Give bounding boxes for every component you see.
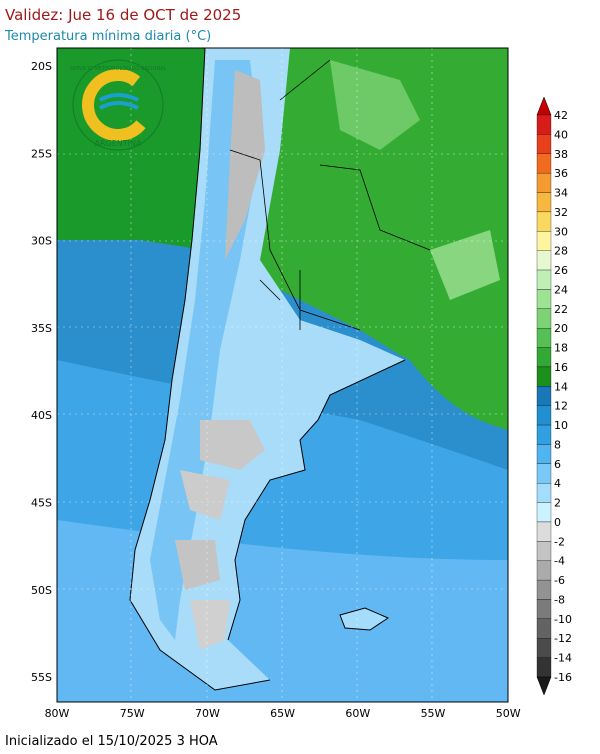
colorbar-swatch (536, 521, 552, 542)
colorbar-label: 10 (554, 419, 568, 432)
colorbar-swatch (536, 172, 552, 193)
colorbar: 424038363432302826242220181614121086420-… (536, 96, 572, 696)
colorbar-arrow (536, 676, 552, 696)
colorbar-label: -8 (554, 593, 565, 606)
logo-bottom-text: ARGENTINA (95, 139, 143, 148)
lon-label: 60W (345, 707, 370, 720)
lat-label: 20S (31, 60, 52, 73)
lat-label: 35S (31, 322, 52, 335)
logo: SERVICIO METEOROLÓGICO NACIONAL ARGENTIN… (70, 59, 167, 151)
subtitle: Temperatura mínima diaria (°C) (4, 29, 211, 44)
colorbar-swatch (536, 444, 552, 464)
colorbar-label: 8 (554, 438, 561, 451)
colorbar-swatch (536, 579, 552, 600)
colorbar-swatch (536, 638, 552, 658)
colorbar-label: -10 (554, 613, 572, 626)
colorbar-swatch (536, 153, 552, 174)
colorbar-swatch (536, 657, 552, 678)
colorbar-swatch (536, 289, 552, 309)
colorbar-swatch (536, 250, 552, 271)
lat-label: 50S (31, 584, 52, 597)
colorbar-swatch (536, 211, 552, 232)
colorbar-label: 20 (554, 322, 568, 335)
map-frame (56, 47, 509, 703)
colorbar-label: 4 (554, 477, 561, 490)
lon-label: 75W (120, 707, 145, 720)
colorbar-label: 22 (554, 303, 568, 316)
colorbar-swatch (536, 231, 552, 251)
colorbar-label: -16 (554, 671, 572, 684)
lat-label: 45S (31, 497, 52, 510)
colorbar-label: 0 (554, 516, 561, 529)
lon-label: 70W (195, 707, 220, 720)
colorbar-arrow (536, 96, 552, 116)
colorbar-swatch (536, 347, 552, 368)
lat-label: 30S (31, 235, 52, 248)
colorbar-swatch (536, 328, 552, 348)
colorbar-label: 38 (554, 148, 568, 161)
colorbar-label: -4 (554, 555, 565, 568)
colorbar-label: 30 (554, 225, 568, 238)
colorbar-swatch (536, 541, 552, 561)
colorbar-swatch (536, 483, 552, 503)
colorbar-swatch (536, 192, 552, 213)
colorbar-label: 32 (554, 206, 568, 219)
lat-label: 25S (31, 147, 52, 160)
colorbar-label: 24 (554, 283, 568, 296)
colorbar-label: 34 (554, 187, 568, 200)
colorbar-label: 2 (554, 497, 561, 510)
colorbar-label: 40 (554, 128, 568, 141)
colorbar-label: -12 (554, 632, 572, 645)
colorbar-swatch (536, 386, 552, 406)
lon-label: 55W (421, 707, 446, 720)
colorbar-swatch (536, 618, 552, 639)
colorbar-label: 16 (554, 361, 568, 374)
colorbar-swatch (536, 405, 552, 426)
colorbar-swatch (536, 599, 552, 620)
colorbar-swatch (536, 502, 552, 523)
colorbar-swatch (536, 308, 552, 329)
lon-label: 80W (45, 707, 70, 720)
lon-label: 50W (496, 707, 521, 720)
map (57, 48, 508, 702)
colorbar-label: 14 (554, 380, 568, 393)
colorbar-label: -2 (554, 535, 565, 548)
colorbar-label: -14 (554, 652, 572, 665)
colorbar-swatch (536, 560, 552, 581)
colorbar-swatch (536, 463, 552, 484)
colorbar-swatch (536, 134, 552, 154)
colorbar-label: 26 (554, 264, 568, 277)
colorbar-swatch (536, 366, 552, 387)
lon-label: 65W (270, 707, 295, 720)
title: Validez: Jue 16 de OCT de 2025 (5, 6, 241, 24)
colorbar-swatch (536, 424, 552, 445)
lat-label: 40S (31, 409, 52, 422)
colorbar-label: 6 (554, 458, 561, 471)
logo-top-text: SERVICIO METEOROLÓGICO NACIONAL (70, 65, 167, 72)
colorbar-swatch (536, 114, 552, 135)
colorbar-swatch (536, 269, 552, 290)
colorbar-label: -6 (554, 574, 565, 587)
lat-label: 55S (31, 671, 52, 684)
colorbar-label: 18 (554, 342, 568, 355)
colorbar-label: 28 (554, 245, 568, 258)
footer: Inicializado el 15/10/2025 3 HOA (5, 734, 218, 749)
colorbar-label: 12 (554, 400, 568, 413)
colorbar-label: 36 (554, 167, 568, 180)
colorbar-label: 42 (554, 109, 568, 122)
